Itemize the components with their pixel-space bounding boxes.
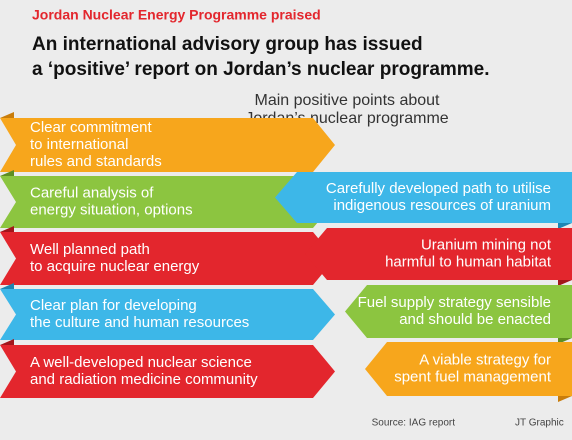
banner — [0, 176, 335, 228]
banner — [0, 345, 335, 398]
banner — [275, 172, 572, 223]
point-text: Uranium mining not — [421, 236, 552, 253]
credit: JT Graphic — [515, 418, 564, 429]
heading: Main positive points about — [255, 92, 441, 109]
point-text: indigenous resources of uranium — [333, 197, 551, 214]
point-text: Clear commitment — [30, 119, 153, 136]
subtitle: An international advisory group has issu… — [32, 34, 423, 55]
banner-fold — [558, 280, 572, 286]
banner-fold — [0, 283, 14, 289]
banner — [365, 342, 572, 396]
point-text: Well planned path — [30, 241, 150, 258]
point-text: A well-developed nuclear science — [30, 354, 252, 371]
banner-fold — [558, 396, 572, 402]
banner-fold — [0, 226, 14, 232]
point-text: rules and standards — [30, 153, 162, 170]
banner-fold — [0, 170, 14, 176]
point-text: and should be enacted — [399, 311, 551, 328]
subtitle: a ‘positive’ report on Jordan’s nuclear … — [32, 59, 490, 80]
banner — [0, 289, 335, 340]
banner — [305, 228, 572, 280]
point-text: to acquire nuclear energy — [30, 258, 200, 275]
point-text: energy situation, options — [30, 201, 193, 218]
source: Source: IAG report — [372, 418, 456, 429]
point-text: and radiation medicine community — [30, 371, 258, 388]
banner-fold — [0, 112, 14, 118]
banner — [0, 232, 335, 285]
point-text: to international — [30, 136, 128, 153]
point-text: Carefully developed path to utilise — [326, 180, 551, 197]
point-text: Careful analysis of — [30, 184, 154, 201]
point-text: harmful to human habitat — [385, 253, 552, 270]
banner — [0, 118, 335, 172]
point-text: Clear plan for developing — [30, 297, 197, 314]
point-text: A viable strategy for — [419, 351, 551, 368]
banner — [345, 285, 572, 338]
banner-fold — [0, 339, 14, 345]
point-text: Fuel supply strategy sensible — [358, 294, 551, 311]
point-text: spent fuel management — [394, 368, 552, 385]
title: Jordan Nuclear Energy Programme praised — [32, 7, 321, 23]
banner-fold — [558, 223, 572, 229]
point-text: the culture and human resources — [30, 314, 249, 331]
